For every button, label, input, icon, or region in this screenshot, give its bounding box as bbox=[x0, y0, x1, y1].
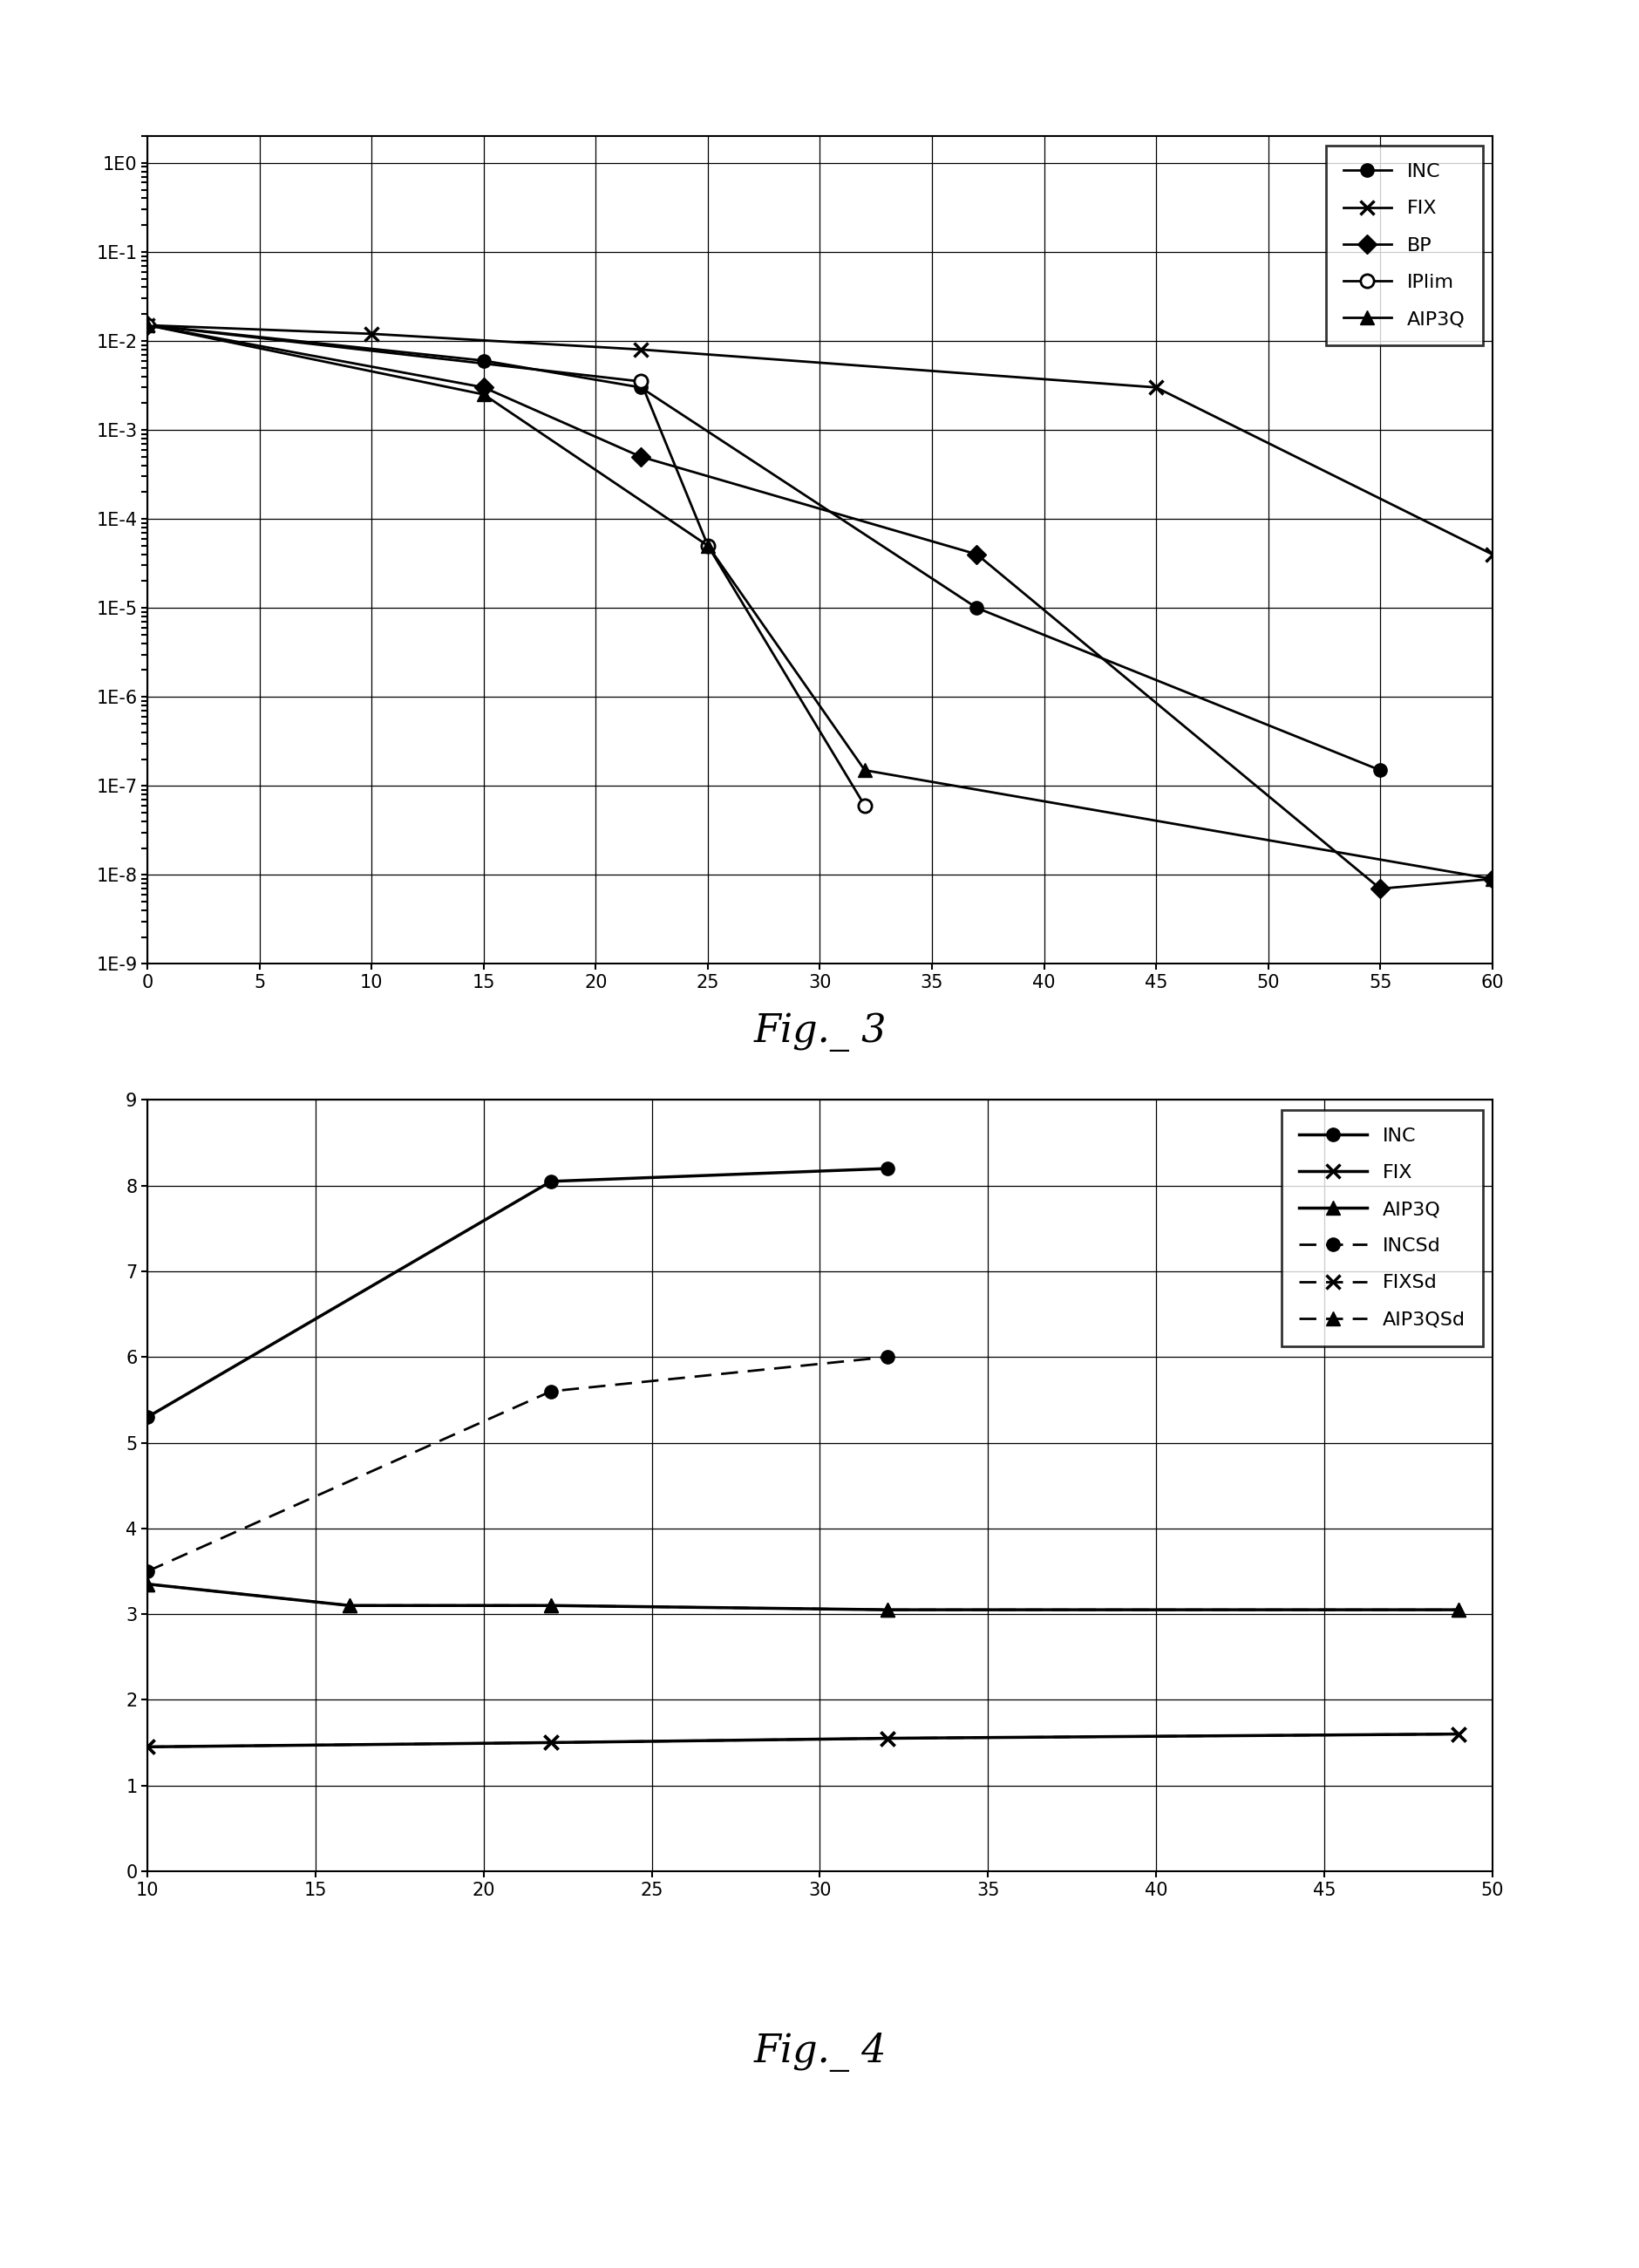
Line: INCSd: INCSd bbox=[141, 1349, 893, 1579]
AIP3Q bbox=[698, 533, 718, 560]
INC bbox=[138, 1404, 157, 1431]
AIP3QSd bbox=[138, 1569, 157, 1597]
BP bbox=[474, 374, 493, 401]
AIP3Q bbox=[1482, 866, 1501, 894]
FIXSd bbox=[138, 1733, 157, 1760]
BP bbox=[138, 311, 157, 338]
INCSd bbox=[877, 1343, 897, 1370]
FIX bbox=[1447, 1721, 1467, 1749]
FIX bbox=[541, 1728, 561, 1755]
INC bbox=[1370, 758, 1390, 785]
IPlim bbox=[138, 311, 157, 338]
BP bbox=[1482, 866, 1501, 894]
Text: Fig._ 3: Fig._ 3 bbox=[752, 1012, 887, 1052]
FIX bbox=[1482, 540, 1501, 567]
FIXSd bbox=[541, 1728, 561, 1755]
INC bbox=[631, 374, 651, 401]
Line: INC: INC bbox=[141, 318, 1387, 778]
AIP3Q bbox=[877, 1597, 897, 1624]
INCSd bbox=[138, 1558, 157, 1585]
Line: FIX: FIX bbox=[141, 318, 1498, 560]
AIP3Q bbox=[339, 1592, 359, 1619]
AIP3Q bbox=[138, 311, 157, 338]
AIP3Q bbox=[138, 1569, 157, 1597]
AIP3QSd bbox=[877, 1597, 897, 1624]
Line: AIP3Q: AIP3Q bbox=[141, 1579, 1465, 1617]
BP bbox=[631, 442, 651, 469]
IPlim bbox=[631, 367, 651, 395]
Line: AIP3QSd: AIP3QSd bbox=[141, 1579, 1465, 1617]
Text: Fig._ 4: Fig._ 4 bbox=[752, 2032, 887, 2073]
Legend: INC, FIX, AIP3Q, INCSd, FIXSd, AIP3QSd: INC, FIX, AIP3Q, INCSd, FIXSd, AIP3QSd bbox=[1282, 1109, 1482, 1347]
FIX bbox=[362, 320, 382, 347]
Legend: INC, FIX, BP, IPlim, AIP3Q: INC, FIX, BP, IPlim, AIP3Q bbox=[1324, 145, 1482, 345]
AIP3QSd bbox=[1447, 1597, 1467, 1624]
Line: IPlim: IPlim bbox=[141, 318, 870, 812]
FIX bbox=[631, 336, 651, 363]
Line: FIXSd: FIXSd bbox=[141, 1728, 1465, 1753]
FIX bbox=[138, 311, 157, 338]
FIXSd bbox=[1447, 1721, 1467, 1749]
AIP3Q bbox=[474, 381, 493, 408]
Line: AIP3Q: AIP3Q bbox=[141, 318, 1498, 885]
INC bbox=[138, 311, 157, 338]
INC bbox=[474, 347, 493, 374]
IPlim bbox=[854, 792, 874, 819]
INC bbox=[877, 1154, 897, 1182]
INC bbox=[541, 1168, 561, 1195]
Line: INC: INC bbox=[141, 1161, 893, 1424]
Line: FIX: FIX bbox=[141, 1728, 1465, 1753]
FIX bbox=[138, 1733, 157, 1760]
FIX bbox=[877, 1724, 897, 1751]
AIP3Q bbox=[854, 758, 874, 785]
AIP3Q bbox=[1447, 1597, 1467, 1624]
FIXSd bbox=[877, 1724, 897, 1751]
IPlim bbox=[698, 533, 718, 560]
Line: BP: BP bbox=[141, 318, 1498, 896]
BP bbox=[967, 540, 987, 567]
INC bbox=[967, 594, 987, 621]
AIP3Q bbox=[541, 1592, 561, 1619]
AIP3QSd bbox=[339, 1592, 359, 1619]
BP bbox=[1370, 875, 1390, 903]
FIX bbox=[1146, 374, 1165, 401]
INCSd bbox=[541, 1377, 561, 1404]
AIP3QSd bbox=[541, 1592, 561, 1619]
